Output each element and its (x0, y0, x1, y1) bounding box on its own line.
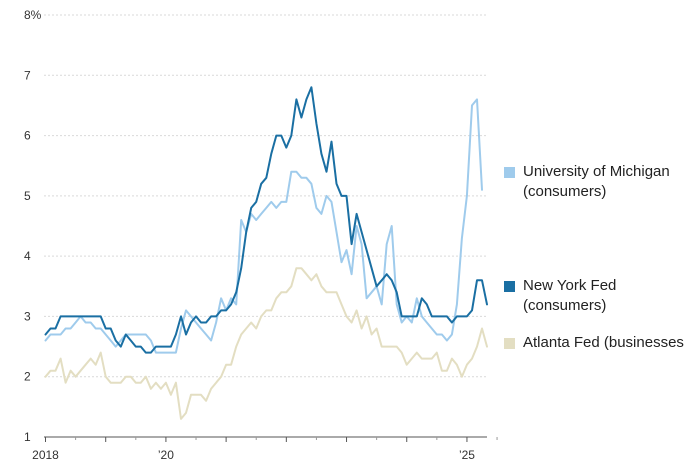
legend-label: University of Michigan (consumers) (523, 163, 670, 200)
legend-label: New York Fed (consumers) (523, 277, 617, 314)
x-tick-label: ’20 (158, 448, 174, 462)
series-line (44, 267, 488, 420)
y-gridlines (44, 14, 487, 378)
y-tick-label: 7 (24, 68, 31, 82)
series-lines (44, 86, 488, 420)
legend-label: Atlanta Fed (businesses (523, 334, 684, 351)
y-tick-labels: 1 2 3 4 5 6 7 8% (24, 8, 42, 444)
legend-item-atlanta-fed: Atlanta Fed (businesses (504, 333, 696, 353)
y-tick-label: 2 (24, 370, 31, 384)
y-tick-label: 3 (24, 309, 31, 323)
x-tick-label: ’25 (459, 448, 475, 462)
y-tick-label: 5 (24, 189, 31, 203)
y-tick-label: 4 (24, 249, 31, 263)
legend-item-new-york-fed: New York Fed (consumers) (504, 276, 696, 316)
x-axis: 2018 ’20 ’25 (32, 436, 498, 462)
x-tick-label: 2018 (32, 448, 59, 462)
y-tick-label: 1 (24, 430, 31, 444)
legend-swatch (504, 338, 515, 349)
legend-swatch (504, 167, 515, 178)
y-tick-label: 6 (24, 129, 31, 143)
legend-item-university-of-michigan: University of Michigan (consumers) (504, 162, 696, 202)
series-line (44, 86, 488, 354)
y-tick-label: 8% (24, 8, 42, 22)
legend-swatch (504, 281, 515, 292)
